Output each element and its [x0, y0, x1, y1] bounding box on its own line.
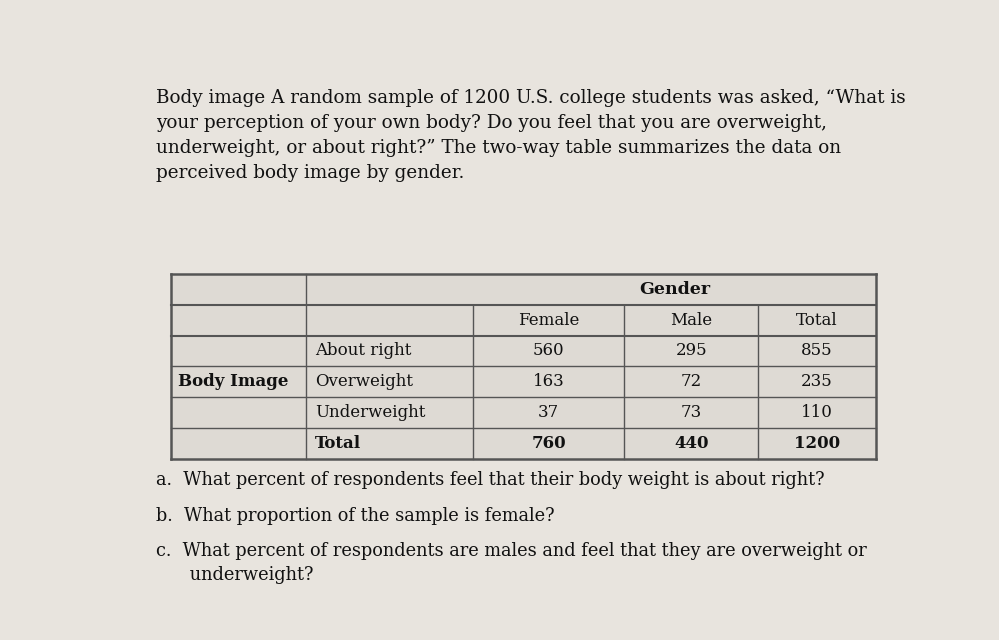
Text: 163: 163 — [532, 373, 564, 390]
Text: 37: 37 — [538, 404, 559, 421]
Text: 235: 235 — [801, 373, 833, 390]
Text: Body Image: Body Image — [178, 373, 288, 390]
Text: Underweight: Underweight — [315, 404, 426, 421]
Text: 295: 295 — [675, 342, 707, 360]
Text: 72: 72 — [680, 373, 702, 390]
Text: b.  What proportion of the sample is female?: b. What proportion of the sample is fema… — [156, 506, 554, 525]
Text: Total: Total — [796, 312, 838, 328]
Text: 73: 73 — [680, 404, 702, 421]
Text: 440: 440 — [674, 435, 708, 452]
Text: Overweight: Overweight — [315, 373, 413, 390]
Text: a.  What percent of respondents feel that their body weight is about right?: a. What percent of respondents feel that… — [156, 471, 824, 489]
Text: Body image A random sample of 1200 U.S. college students was asked, “What is
you: Body image A random sample of 1200 U.S. … — [156, 89, 906, 182]
Text: 1200: 1200 — [794, 435, 840, 452]
Text: 110: 110 — [801, 404, 833, 421]
Text: About right: About right — [315, 342, 412, 360]
Text: Male: Male — [670, 312, 712, 328]
Text: Female: Female — [518, 312, 579, 328]
Text: c.  What percent of respondents are males and feel that they are overweight or
 : c. What percent of respondents are males… — [156, 542, 866, 584]
Text: 760: 760 — [531, 435, 566, 452]
Text: Total: Total — [315, 435, 361, 452]
Text: 560: 560 — [532, 342, 564, 360]
Text: Gender: Gender — [639, 281, 710, 298]
Text: 855: 855 — [801, 342, 833, 360]
